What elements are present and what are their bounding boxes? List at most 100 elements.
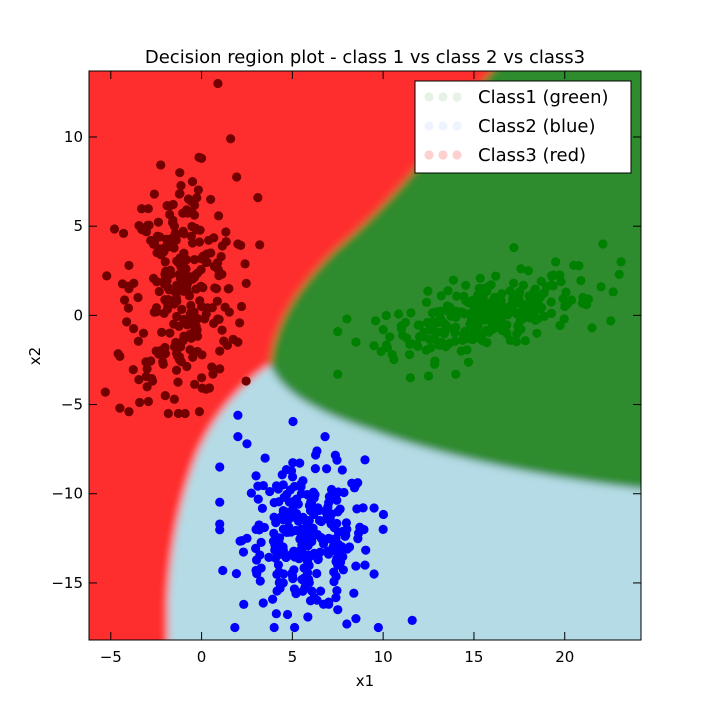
data-point [215,346,225,356]
data-point [332,495,342,505]
data-point [508,295,518,305]
data-point [448,275,459,285]
data-point [351,561,361,571]
data-point [342,619,352,629]
data-point [338,565,348,575]
data-point [606,316,616,326]
data-point [215,497,225,507]
data-point [100,387,110,397]
data-point [310,464,320,474]
x-tick-label: 20 [555,648,574,666]
data-point [438,317,448,328]
data-point [268,594,278,604]
data-point [397,322,407,332]
data-point [165,328,175,338]
data-point [616,257,626,267]
data-point [251,471,261,481]
data-point [318,599,329,609]
data-point [154,286,164,297]
legend: Class1 (green) Class2 (blue) Class3 (red) [414,80,632,174]
data-point [173,408,184,419]
data-point [189,210,200,220]
data-point [133,292,143,303]
y-tick-label: 10 [64,128,83,146]
data-point [275,583,285,593]
legend-marker [438,121,448,131]
data-point [172,311,182,322]
data-point [253,193,263,203]
data-point [221,227,231,237]
series-3 [100,78,265,419]
data-point [378,325,388,335]
data-point [232,172,242,182]
x-tick-label: 15 [464,648,483,666]
data-point [269,528,279,538]
data-point [160,349,170,359]
data-point [312,529,322,540]
data-point [215,525,225,535]
data-point [289,622,300,633]
series-1 [333,239,626,383]
data-point [186,300,196,311]
data-point [551,257,561,267]
data-point [352,504,362,514]
data-point [159,308,169,318]
data-point [282,609,293,620]
legend-entry: Class2 (blue) [424,116,595,137]
data-point [135,397,145,408]
data-point [469,309,479,319]
data-point [423,371,434,381]
data-point [146,356,156,366]
data-point [282,489,292,499]
data-point [537,302,547,313]
data-point [405,373,415,383]
data-point [529,288,539,298]
data-point [330,546,340,556]
data-point [574,261,584,271]
data-point [516,299,526,309]
data-point [509,242,519,253]
data-point [182,271,192,281]
data-point [163,294,173,305]
data-point [133,336,144,346]
data-point [309,509,319,520]
series-2 [215,410,417,633]
data-point [178,208,188,218]
data-point [435,340,445,350]
data-point [148,239,159,249]
data-point [286,466,297,476]
data-point [394,309,404,319]
data-point [169,319,179,329]
data-point [123,303,134,313]
data-point [102,271,112,281]
data-point [142,382,152,392]
data-point [404,349,415,360]
data-point [336,557,346,567]
data-point [451,322,461,332]
data-point [359,524,369,535]
data-point [128,364,138,375]
data-point [429,359,440,369]
data-point [342,314,352,324]
data-point [478,310,488,320]
data-point [149,189,159,199]
data-point [274,513,284,523]
data-point [188,352,198,362]
data-point [360,560,370,570]
y-tick-label: −10 [51,485,83,503]
data-point [255,240,265,250]
data-point [160,257,170,267]
data-point [239,599,249,609]
data-point [129,324,139,334]
data-point [122,317,132,327]
legend-marker [424,92,434,102]
data-point [315,586,326,596]
data-point [536,292,546,302]
data-point [556,276,566,287]
data-point [516,264,526,274]
data-point [505,286,515,296]
data-point [378,509,389,520]
data-point [265,486,275,497]
data-point [407,615,417,625]
data-point [172,280,182,290]
